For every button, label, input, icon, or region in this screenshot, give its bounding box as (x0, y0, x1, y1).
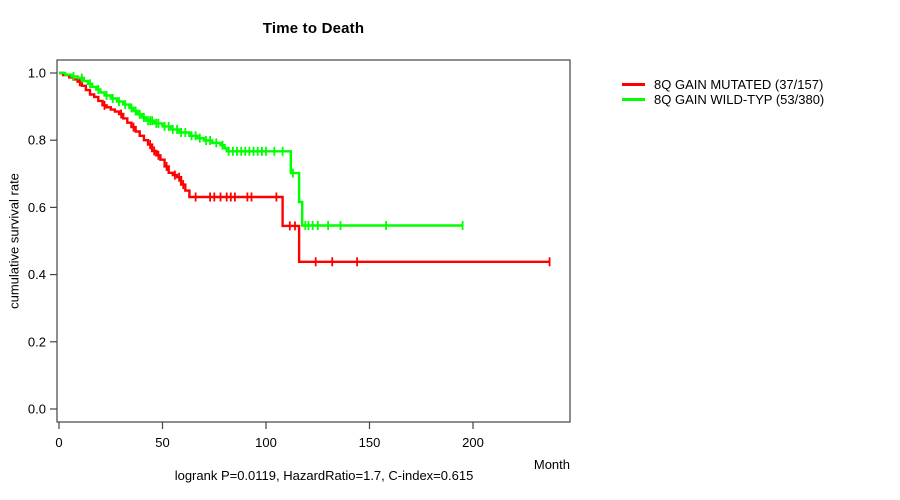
plot-box (56, 59, 571, 423)
svg-text:0: 0 (55, 435, 62, 450)
legend-label-wildtype: 8Q GAIN WILD-TYP (53/380) (654, 92, 825, 107)
svg-text:50: 50 (155, 435, 169, 450)
legend-item-mutated: 8Q GAIN MUTATED (37/157) (622, 77, 824, 92)
svg-text:1.0: 1.0 (28, 66, 46, 81)
legend-label-mutated: 8Q GAIN MUTATED (37/157) (654, 77, 824, 92)
series-curve-1 (59, 71, 464, 230)
series-curve-0 (59, 71, 551, 267)
x-axis-ticks: 0 50 100 150 200 (55, 422, 484, 450)
svg-text:150: 150 (359, 435, 381, 450)
svg-text:0.2: 0.2 (28, 334, 46, 349)
y-axis-ticks: 0.0 0.2 0.4 0.6 0.8 1.0 (28, 66, 57, 417)
svg-text:100: 100 (255, 435, 277, 450)
svg-text:0.0: 0.0 (28, 402, 46, 417)
svg-text:0.4: 0.4 (28, 267, 46, 282)
x-axis-label: Month (533, 457, 570, 472)
chart-title: Time to Death (262, 20, 365, 37)
legend: 8Q GAIN MUTATED (37/157) 8Q GAIN WILD-TY… (622, 77, 824, 107)
svg-text:0.6: 0.6 (28, 200, 46, 215)
svg-text:0.8: 0.8 (28, 133, 46, 148)
legend-line-green (622, 98, 645, 101)
legend-item-wildtype: 8Q GAIN WILD-TYP (53/380) (622, 92, 824, 107)
svg-text:200: 200 (462, 435, 484, 450)
stats-caption: logrank P=0.0119, HazardRatio=1.7, C-ind… (174, 468, 474, 483)
legend-line-red (622, 83, 645, 86)
